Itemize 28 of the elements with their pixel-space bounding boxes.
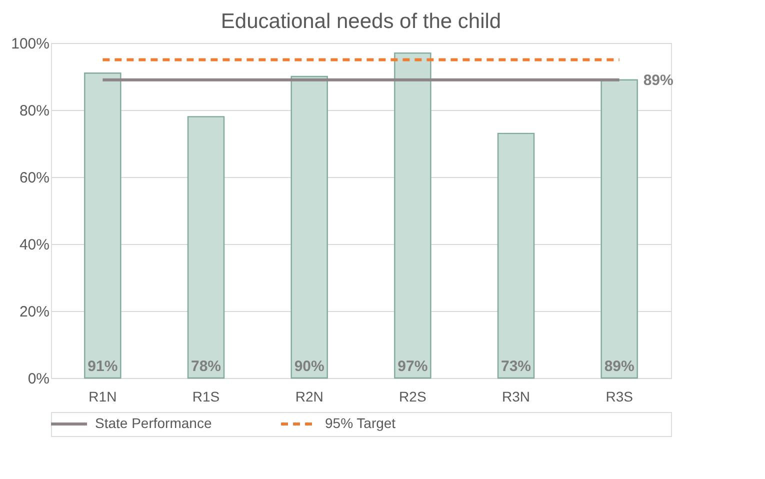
- bar: [600, 79, 638, 379]
- data-label: 89%: [604, 358, 634, 375]
- y-tick-label: 80%: [19, 102, 50, 120]
- bar: [290, 76, 328, 379]
- data-label: 91%: [88, 358, 118, 375]
- chart-title: Educational needs of the child: [220, 10, 502, 33]
- x-tick-label: R1S: [192, 388, 220, 404]
- bar: [497, 132, 535, 379]
- legend-label: 95% Target: [325, 415, 396, 431]
- x-tick-label: R1N: [88, 388, 117, 404]
- data-label: 97%: [398, 358, 428, 375]
- data-label: 90%: [294, 358, 324, 375]
- x-tick-label: R3S: [606, 388, 633, 404]
- data-label: 78%: [190, 358, 222, 375]
- x-tick-label: R2N: [295, 388, 324, 404]
- bar: [187, 116, 225, 379]
- x-tick-label: R2S: [399, 388, 426, 404]
- bar: [84, 72, 122, 379]
- x-tick-label: R3N: [502, 388, 530, 404]
- y-tick-label: 100%: [11, 36, 50, 52]
- bar: [394, 52, 432, 379]
- y-tick-label: 0%: [28, 370, 50, 388]
- legend-label: State Performance: [95, 415, 212, 431]
- y-tick-label: 40%: [19, 236, 50, 254]
- y-tick-label: 20%: [19, 304, 50, 320]
- annotation: 89%: [643, 72, 674, 89]
- y-tick-label: 60%: [19, 170, 50, 186]
- data-label: 73%: [500, 358, 532, 375]
